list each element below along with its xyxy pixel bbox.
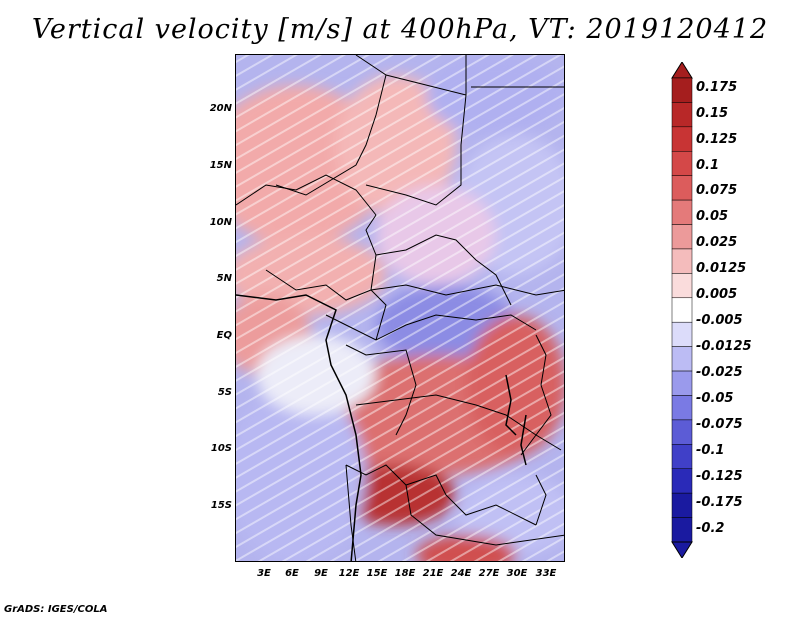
lat-label: 15S: [210, 500, 232, 511]
lat-label: 5S: [217, 387, 232, 398]
colorbar-swatch: [671, 346, 693, 372]
vertical-velocity-map: [235, 54, 565, 562]
lon-label: 21E: [422, 568, 444, 579]
lat-label: 10N: [209, 217, 232, 228]
lat-label: EQ: [216, 330, 232, 341]
colorbar-label: 0.15: [696, 106, 729, 121]
colorbar-label: 0.175: [696, 80, 738, 95]
grads-credit: GrADS: IGES/COLA: [4, 604, 108, 615]
colorbar-label: -0.125: [696, 469, 743, 484]
lon-label: 18E: [394, 568, 416, 579]
colorbar-label: 0.125: [696, 132, 738, 147]
colorbar-swatch: [671, 468, 693, 494]
colorbar-label: 0.075: [696, 183, 738, 198]
colorbar-swatch: [671, 199, 693, 225]
colorbar-swatch: [671, 444, 693, 469]
lon-label: 6E: [285, 568, 299, 579]
country-borders: [236, 55, 564, 561]
colorbar-top-arrow: [671, 62, 693, 79]
lon-label: 12E: [338, 568, 360, 579]
lon-label: 24E: [450, 568, 472, 579]
colorbar-swatch: [671, 419, 693, 445]
colorbar-label: 0.0125: [696, 261, 747, 276]
lon-label: 33E: [535, 568, 557, 579]
colorbar-swatch: [671, 175, 693, 201]
colorbar-label: 0.1: [696, 158, 720, 173]
colorbar: [671, 62, 693, 558]
colorbar-swatch: [671, 395, 693, 421]
colorbar-label: -0.075: [696, 417, 743, 432]
colorbar-swatch: [671, 224, 693, 250]
colorbar-label: 0.025: [696, 235, 738, 250]
lat-label: 15N: [209, 160, 232, 171]
colorbar-swatch: [671, 151, 693, 176]
lat-label: 5N: [216, 273, 232, 284]
lat-label: 10S: [210, 443, 232, 454]
colorbar-swatch: [671, 297, 693, 323]
lon-label: 15E: [366, 568, 388, 579]
colorbar-swatch: [671, 273, 693, 299]
colorbar-label: -0.005: [696, 313, 743, 328]
coastline: [236, 294, 527, 561]
map-title: Vertical velocity [m/s] at 400hPa, VT: 2…: [31, 14, 769, 45]
colorbar-label: 0.05: [696, 209, 729, 224]
colorbar-label: -0.05: [696, 391, 734, 406]
colorbar-label: -0.175: [696, 495, 743, 510]
colorbar-swatch: [671, 370, 693, 396]
lat-label: 20N: [209, 103, 232, 114]
colorbar-label: -0.025: [696, 365, 743, 380]
colorbar-swatch: [671, 517, 693, 543]
lon-label: 30E: [506, 568, 528, 579]
colorbar-label: -0.2: [696, 521, 725, 536]
colorbar-label: -0.0125: [696, 339, 752, 354]
colorbar-label: -0.1: [696, 443, 725, 458]
colorbar-swatch: [671, 126, 693, 152]
colorbar-bottom-arrow: [671, 541, 693, 558]
lon-label: 9E: [314, 568, 328, 579]
colorbar-label: 0.005: [696, 287, 738, 302]
colorbar-swatch: [671, 248, 693, 274]
colorbar-swatch: [671, 321, 693, 347]
colorbar-swatch: [671, 77, 693, 103]
lon-label: 3E: [257, 568, 271, 579]
colorbar-swatch: [671, 102, 693, 128]
map-field-svg: [236, 55, 564, 561]
colorbar-swatch: [671, 492, 693, 518]
lon-label: 27E: [478, 568, 500, 579]
